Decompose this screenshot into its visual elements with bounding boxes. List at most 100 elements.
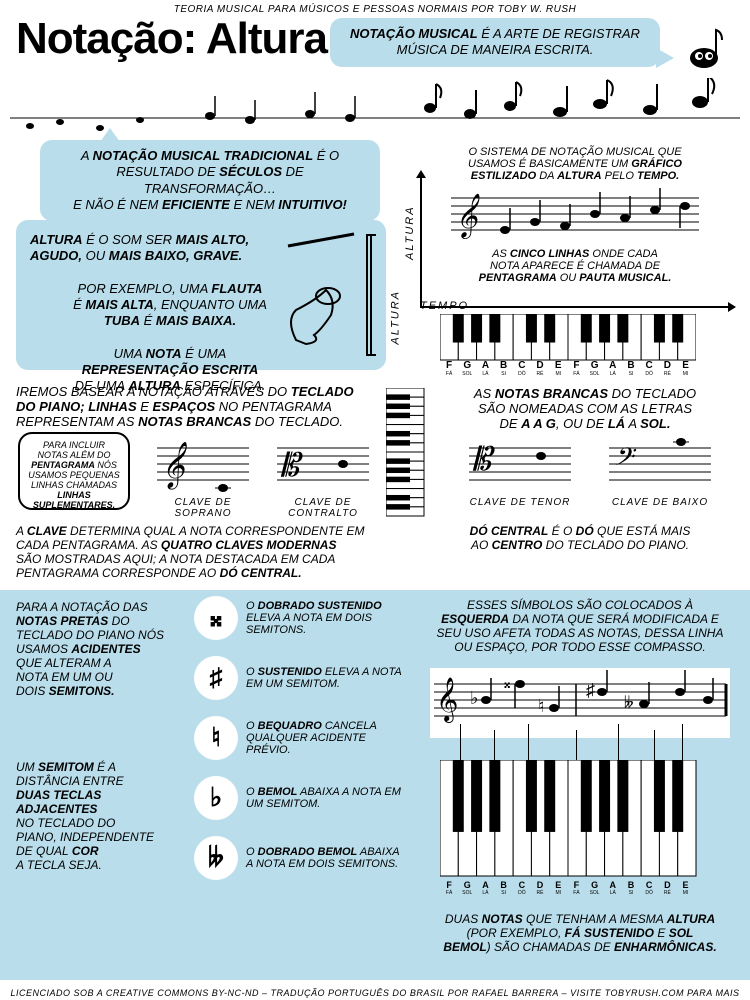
- t: E: [654, 926, 669, 940]
- t: CADA PENTAGRAMA. AS: [16, 538, 161, 552]
- t: DÓ: [576, 524, 594, 538]
- t: É A: [94, 760, 116, 774]
- t: ESPAÇOS: [153, 399, 216, 414]
- t: DE QUAL: [16, 844, 72, 858]
- svg-text:♯: ♯: [586, 680, 595, 700]
- clef-soprano: 𝄞 CLAVE DE SOPRANO: [148, 436, 258, 519]
- keyboard-diagram-2: [440, 760, 720, 880]
- t: QUE TENHAM A MESMA: [523, 912, 667, 926]
- paragraph-white-keys: AS NOTAS BRANCAS DO TECLADO SÃO NOMEADAS…: [440, 386, 730, 431]
- tenor-clef-staff-icon: 𝄡: [465, 436, 575, 492]
- altura-scale-label: ALTURA: [390, 290, 404, 345]
- accidental-row: ♮ O BEQUADRO CANCELA QUALQUER ACIDENTE P…: [196, 718, 406, 758]
- t: A: [81, 148, 93, 163]
- accidental-desc: O SUSTENIDO ELEVA A NOTA EM UM SEMITOM.: [246, 666, 406, 690]
- t: DA NOTA QUE SERÁ MODIFICADA E: [509, 612, 719, 626]
- t: USAMOS: [16, 642, 71, 656]
- t: ALTURA: [667, 912, 715, 926]
- t: , OU DE: [556, 416, 608, 431]
- t: SEMITONS.: [49, 684, 115, 698]
- t: CLAVE: [27, 524, 67, 538]
- t: PENTAGRAMA: [31, 460, 95, 470]
- t: MAIS BAIXO, GRAVE.: [109, 248, 242, 263]
- t: TECLADO: [291, 384, 354, 399]
- t: MAIS ALTO,: [176, 232, 249, 247]
- t: E NEM: [230, 197, 278, 212]
- t: PENTAGRAMA: [479, 272, 557, 284]
- right-text-1: O SISTEMA DE NOTAÇÃO MUSICAL QUE USAMOS …: [420, 146, 730, 284]
- t: É: [73, 297, 85, 312]
- t: QUE ESTÁ MAIS: [594, 524, 691, 538]
- t: SÉCULOS: [219, 164, 282, 179]
- t: SUPLEMENTARES.: [33, 500, 115, 510]
- t: ESQUERDA: [441, 612, 509, 626]
- page-root: TEORIA MUSICAL PARA MÚSICOS E PESSOAS NO…: [0, 0, 750, 1000]
- t: ADJACENTES: [16, 802, 97, 816]
- t: SEMITOM: [38, 760, 94, 774]
- clef-label: CLAVE DE TENOR: [460, 497, 580, 508]
- t: SÃO NOMEADAS COM AS LETRAS: [478, 401, 692, 416]
- t: NOTA EM UM OU: [16, 670, 113, 684]
- axis-label-tempo: TEMPO: [420, 300, 469, 312]
- paragraph-clef-expl: A CLAVE DETERMINA QUAL A NOTA CORRESPOND…: [16, 524, 386, 580]
- t: É O: [548, 524, 575, 538]
- t: ESTILIZADO: [471, 170, 536, 182]
- t: LINHAS: [57, 490, 91, 500]
- t: É: [140, 313, 156, 328]
- t: NOTAÇÃO MUSICAL TRADICIONAL: [93, 148, 314, 163]
- accidental-row: 𝄪 O DOBRADO SUSTENIDO ELEVA A NOTA EM DO…: [196, 598, 406, 638]
- alto-clef-staff-icon: 𝄡: [273, 436, 373, 492]
- t: LINHAS CHAMADAS: [31, 480, 117, 490]
- t: RESULTADO DE: [116, 164, 219, 179]
- t: OU ESPAÇO, POR TODO ESSE COMPASSO.: [454, 640, 705, 654]
- t: QUE ALTERAM A: [16, 656, 112, 670]
- t: PIANO, INDEPENDENTE: [16, 830, 154, 844]
- t: NOTAS: [482, 912, 523, 926]
- t: DOIS: [16, 684, 49, 698]
- t: MAIS BAIXA.: [156, 313, 236, 328]
- t: SEU USO AFETA TODAS AS NOTAS, DESSA LINH…: [437, 626, 724, 640]
- info-bubble-altura: ALTURA É O SOM SER MAIS ALTO, AGUDO, OU …: [16, 220, 386, 370]
- clef-bass: 𝄢 CLAVE DE BAIXO: [600, 436, 720, 508]
- t: DÓ CENTRAL: [470, 524, 549, 538]
- t: ) SÃO CHAMADAS DE: [487, 940, 614, 954]
- t: É UMA: [182, 346, 227, 361]
- lower-left-text-1: PARA A NOTAÇÃO DAS NOTAS PRETAS DO TECLA…: [16, 600, 186, 698]
- t: NOTAS PRETAS: [16, 614, 108, 628]
- accidental-desc: O BEMOL ABAIXA A NOTA EM UM SEMITOM.: [246, 786, 406, 810]
- t: PENTAGRAMA CORRESPONDE AO: [16, 566, 220, 580]
- t: ENHARMÔNICAS.: [614, 940, 717, 954]
- clef-alto: 𝄡 CLAVE DE CONTRALTO: [268, 436, 378, 519]
- svg-text:𝄞: 𝄞: [455, 193, 480, 240]
- t: DO: [108, 614, 129, 628]
- t: LÁ: [608, 416, 625, 431]
- svg-text:♭: ♭: [470, 688, 479, 708]
- t: OU: [557, 272, 580, 284]
- t: MAIS ALTA: [85, 297, 153, 312]
- t: UMA: [114, 346, 146, 361]
- note-character-icon: [674, 26, 724, 72]
- paragraph-piano-basis: IREMOS BASEAR A NOTAÇÃO ATRAVÉS DO TECLA…: [16, 384, 376, 429]
- t: NOTAS ALÉM DO: [37, 450, 110, 460]
- t: POR EXEMPLO, UMA: [78, 281, 212, 296]
- staff-example-icon: 𝄞: [445, 188, 705, 242]
- accidental-symbol-icon: ♮: [196, 718, 236, 758]
- t: IREMOS BASEAR A NOTAÇÃO ATRAVÉS DO: [16, 384, 291, 399]
- t: TEMPO.: [637, 170, 679, 182]
- accidental-desc: O DOBRADO BEMOL ABAIXA A NOTA EM DOIS SE…: [246, 846, 406, 870]
- t: FLAUTA: [211, 281, 262, 296]
- axis-label-altura: ALTURA: [404, 205, 416, 260]
- t: E NÃO É NEM: [73, 197, 162, 212]
- t: NO TECLADO DO: [16, 816, 115, 830]
- t: ONDE CADA: [589, 248, 657, 260]
- t: AGUDO,: [30, 248, 82, 263]
- accidental-row: ♯ O SUSTENIDO ELEVA A NOTA EM UM SEMITOM…: [196, 658, 406, 698]
- keyboard-diagram-1: [440, 314, 696, 362]
- t: E: [137, 399, 153, 414]
- t: CENTRO: [492, 538, 543, 552]
- accidentals-list: 𝄪 O DOBRADO SUSTENIDO ELEVA A NOTA EM DO…: [196, 598, 406, 898]
- t: DUAS TECLAS: [16, 788, 101, 802]
- accidental-symbol-icon: 𝄫: [196, 838, 236, 878]
- t: BEMOL: [443, 940, 486, 954]
- keyboard-note-labels-2: FFÁGSOLALÁBSICDÓDRÉEMIFFÁGSOLALÁBSICDÓDR…: [440, 880, 695, 896]
